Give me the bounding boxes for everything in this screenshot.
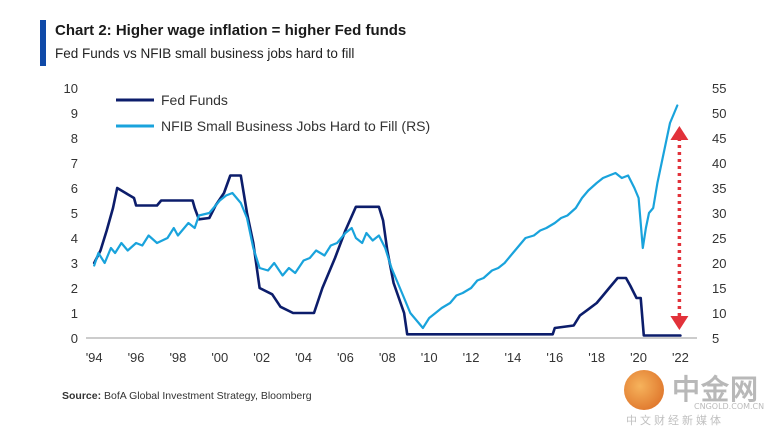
x-tick-label: '96 [128,350,145,365]
watermark-tagline: 中文财经新媒体 [626,414,724,427]
y-left-tick-label: 3 [71,256,78,271]
arrow-head-down-icon [670,316,689,330]
y-left-tick-label: 6 [71,181,78,196]
y-right-tick-label: 10 [712,306,726,321]
y-right-tick-label: 30 [712,206,726,221]
x-tick-label: '16 [546,350,563,365]
arrow-head-up-icon [670,126,689,140]
y-right-tick-label: 15 [712,281,726,296]
y-left-tick-label: 7 [71,156,78,171]
chart-title: Chart 2: Higher wage inflation = higher … [55,22,407,39]
y-left-tick-label: 9 [71,106,78,121]
watermark-name: 中金网 [672,373,760,406]
y-left-tick-label: 10 [64,81,78,96]
y-right-tick-label: 20 [712,256,726,271]
source-label: Source: [62,390,102,402]
y-right-tick-label: 35 [712,181,726,196]
watermark: 中金网 CNGOLD.COM.CN 中文财经新媒体 [624,366,774,427]
x-tick-label: '00 [211,350,228,365]
x-tick-label: '14 [504,350,521,365]
y-right-tick-label: 5 [712,331,719,346]
chart-subtitle: Fed Funds vs NFIB small business jobs ha… [55,46,355,61]
source-note: Source: BofA Global Investment Strategy,… [62,390,312,402]
y-left-tick-label: 2 [71,281,78,296]
x-tick-label: '02 [253,350,270,365]
source-text: BofA Global Investment Strategy, Bloombe… [104,390,312,402]
y-right-tick-label: 50 [712,106,726,121]
x-tick-label: '10 [421,350,438,365]
legend-label: NFIB Small Business Jobs Hard to Fill (R… [161,118,430,134]
title-accent-bar [40,20,46,66]
x-tick-label: '08 [379,350,396,365]
y-right-tick-label: 45 [712,131,726,146]
fed-funds-line [92,174,682,337]
y-right-tick-label: 25 [712,231,726,246]
y-left-tick-label: 4 [71,231,78,246]
y-left-tick-label: 5 [71,206,78,221]
y-right-tick-label: 55 [712,81,726,96]
y-left-tick-label: 8 [71,131,78,146]
x-tick-label: '06 [337,350,354,365]
x-tick-label: '18 [588,350,605,365]
x-tick-label: '04 [295,350,312,365]
x-tick-label: '94 [86,350,103,365]
x-tick-label: '12 [463,350,480,365]
watermark-logo-icon [624,370,664,410]
y-left-tick-label: 0 [71,331,78,346]
x-tick-label: '98 [169,350,186,365]
watermark-url: CNGOLD.COM.CN [694,402,765,411]
y-right-tick-label: 40 [712,156,726,171]
x-tick-label: '20 [630,350,647,365]
nfib-jobs-hard-to-fill-line [93,104,679,330]
y-left-tick-label: 1 [71,306,78,321]
legend-label: Fed Funds [161,92,228,108]
x-tick-label: '22 [672,350,689,365]
